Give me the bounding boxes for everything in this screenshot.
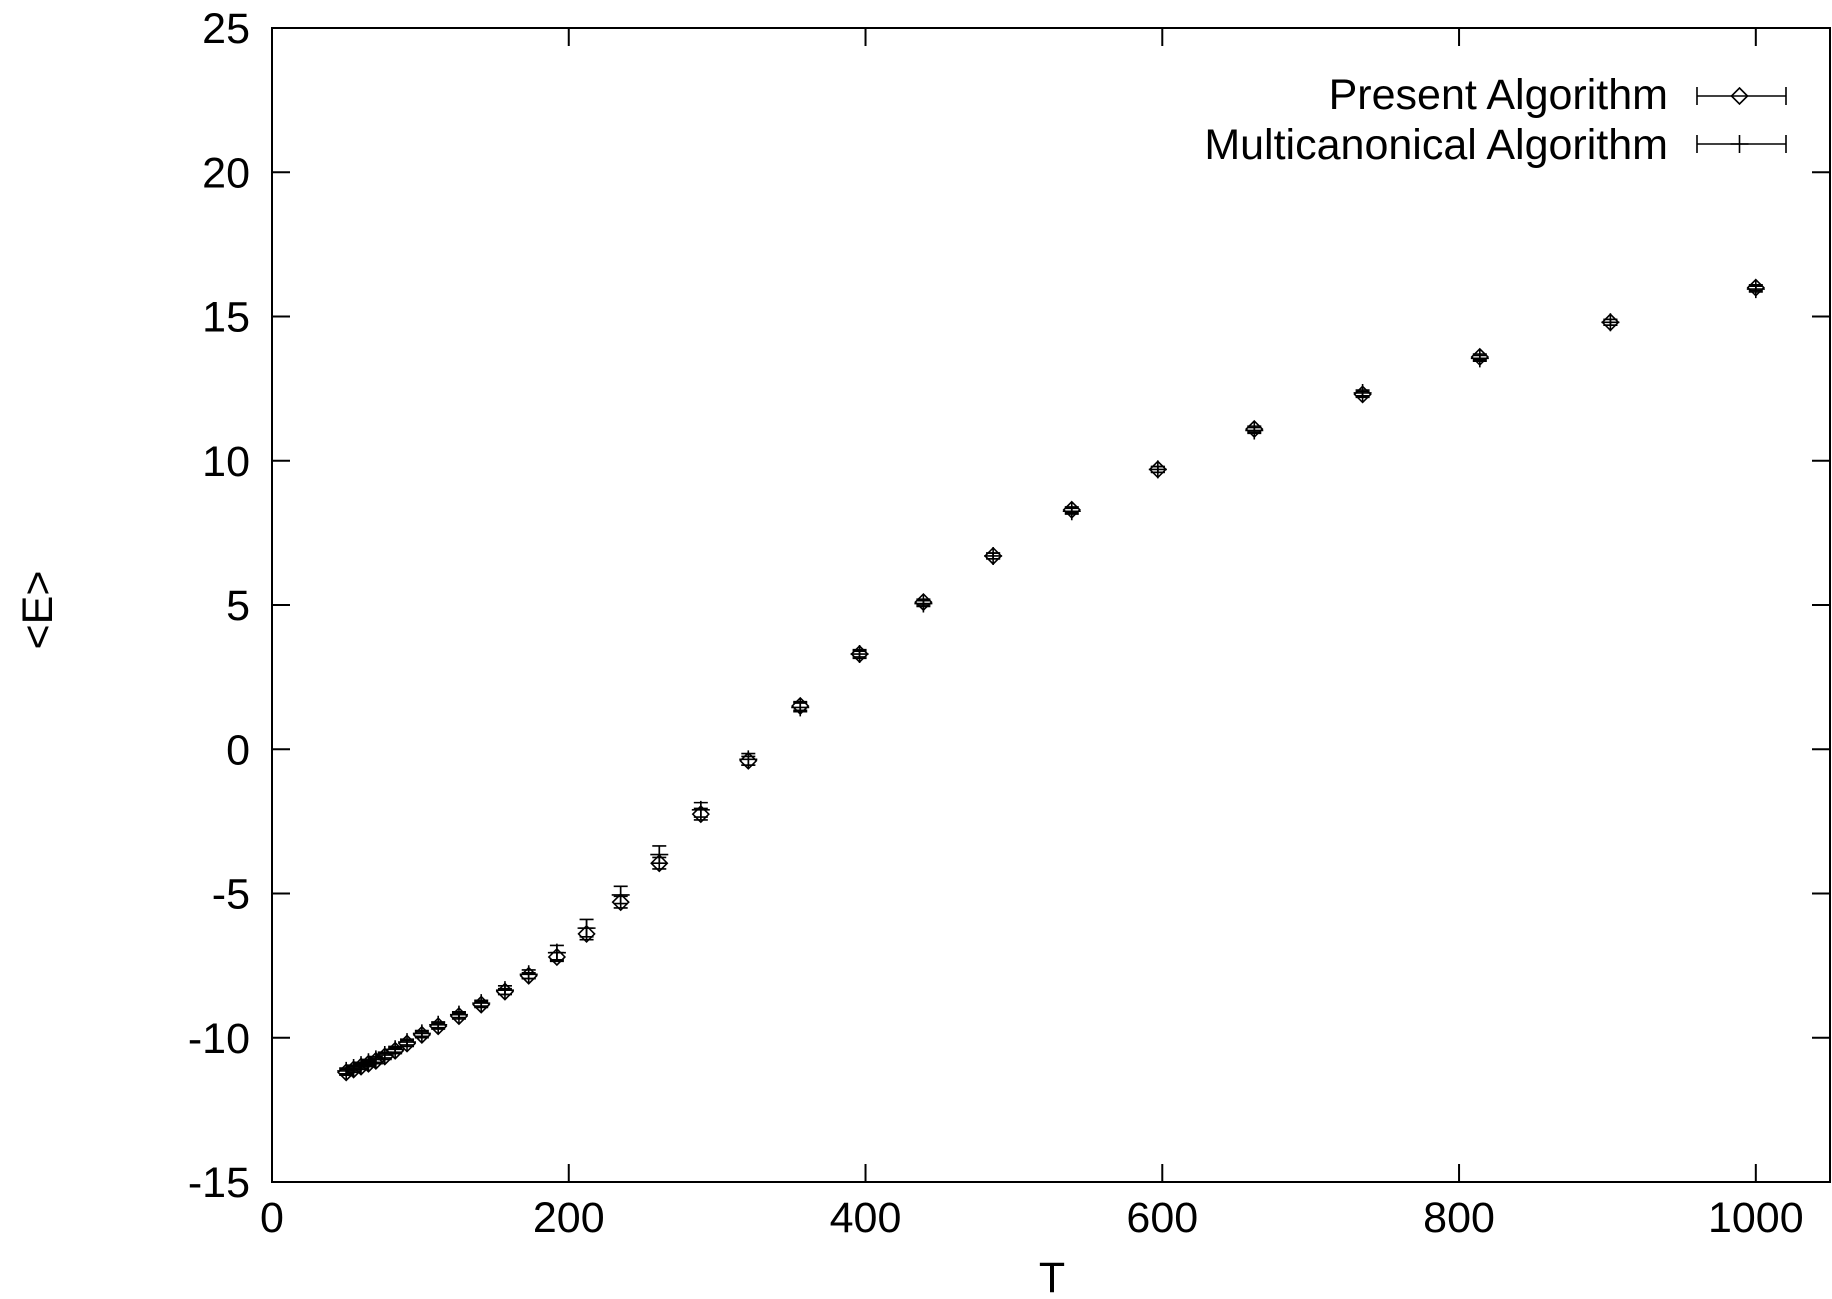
data-point-present-algorithm: [519, 966, 538, 985]
data-point-multicanonical-algorithm: [344, 1059, 363, 1078]
y-tick-label: -15: [188, 1159, 250, 1207]
y-tick-label: 15: [202, 294, 250, 342]
y-axis-label: <E>: [14, 571, 62, 650]
data-point-multicanonical-algorithm: [739, 750, 758, 769]
data-point-present-algorithm: [739, 751, 758, 770]
data-point-multicanonical-algorithm: [412, 1024, 431, 1043]
x-axis-label: T: [1039, 1254, 1065, 1299]
data-point-multicanonical-algorithm: [1245, 421, 1264, 440]
data-point-multicanonical-algorithm: [429, 1015, 448, 1034]
data-point-multicanonical-algorithm: [359, 1053, 378, 1072]
data-point-present-algorithm: [547, 947, 567, 967]
data-point-multicanonical-algorithm: [850, 645, 869, 664]
data-point-present-algorithm: [366, 1051, 385, 1070]
data-point-multicanonical-algorithm: [375, 1046, 394, 1065]
data-point-present-algorithm: [611, 893, 630, 912]
plot-area: [271, 27, 1831, 1183]
error-bars: [339, 283, 1763, 1077]
data-point-multicanonical-algorithm: [1470, 349, 1489, 368]
axis-tick-labels: 0 200 400 600 800 1000 -15 -10 -5 0 5 10 15 20 25: [188, 5, 1804, 1242]
y-tick-label: 20: [202, 149, 250, 197]
data-point-present-algorithm: [412, 1025, 431, 1044]
axis-ticks: [271, 27, 1830, 1183]
data-point-present-algorithm: [359, 1054, 378, 1073]
data-point-present-algorithm: [429, 1017, 448, 1036]
data-point-present-algorithm: [472, 995, 491, 1014]
legend-label-present-algorithm: Present Algorithm: [1329, 71, 1668, 119]
plot-frame: [271, 27, 1831, 1183]
data-points: [337, 278, 1765, 1082]
data-point-multicanonical-algorithm: [1746, 280, 1765, 299]
y-tick-label: -10: [188, 1015, 250, 1063]
data-point-multicanonical-algorithm: [449, 1005, 468, 1024]
y-tick-label: -5: [212, 871, 250, 919]
data-point-present-algorithm: [449, 1006, 469, 1026]
y-tick-label: 25: [202, 5, 250, 53]
legend-plus-marker: [1730, 135, 1749, 153]
data-point-present-algorithm: [691, 805, 710, 824]
data-point-multicanonical-algorithm: [611, 885, 630, 904]
data-point-multicanonical-algorithm: [1062, 502, 1081, 521]
data-point-multicanonical-algorithm: [691, 800, 710, 819]
data-point-multicanonical-algorithm: [547, 943, 566, 962]
data-point-multicanonical-algorithm: [337, 1061, 356, 1080]
legend-entry-present-algorithm: Present Algorithm: [1329, 71, 1787, 119]
x-tick-label: 400: [830, 1194, 902, 1242]
x-tick-label: 0: [260, 1194, 284, 1242]
data-point-multicanonical-algorithm: [577, 919, 596, 938]
data-point-multicanonical-algorithm: [791, 698, 810, 717]
y-tick-label: 10: [202, 438, 250, 486]
legend-marker-multicanonical-algorithm: [1696, 135, 1787, 153]
x-tick-label: 200: [533, 1194, 605, 1242]
legend-line: [1696, 87, 1787, 105]
data-point-multicanonical-algorithm: [386, 1040, 405, 1059]
data-point-present-algorithm: [495, 982, 515, 1001]
data-point-multicanonical-algorithm: [398, 1033, 417, 1052]
data-point-multicanonical-algorithm: [984, 546, 1003, 565]
y-tick-label: 0: [226, 726, 250, 774]
data-point-present-algorithm: [577, 924, 596, 944]
data-point-present-algorithm: [344, 1060, 363, 1079]
data-point-present-algorithm: [397, 1034, 417, 1053]
data-point-present-algorithm: [351, 1057, 371, 1076]
data-point-present-algorithm: [650, 854, 669, 873]
data-point-multicanonical-algorithm: [352, 1056, 371, 1075]
legend-marker-present-algorithm: [1696, 86, 1787, 106]
legend-label-multicanonical-algorithm: Multicanonical Algorithm: [1204, 121, 1668, 169]
data-point-multicanonical-algorithm: [650, 845, 669, 864]
y-tick-label: 5: [226, 582, 250, 630]
data-point-multicanonical-algorithm: [1353, 383, 1372, 402]
data-point-present-algorithm: [386, 1041, 405, 1060]
data-point-multicanonical-algorithm: [1601, 313, 1620, 332]
data-point-multicanonical-algorithm: [495, 981, 514, 1000]
legend-entry-multicanonical-algorithm: Multicanonical Algorithm: [1204, 121, 1787, 169]
x-tick-label: 800: [1423, 1194, 1495, 1242]
data-point-multicanonical-algorithm: [366, 1050, 385, 1069]
data-point-present-algorithm: [1353, 385, 1372, 404]
data-point-multicanonical-algorithm: [1148, 460, 1167, 479]
legend-diamond-marker: [1730, 86, 1749, 106]
data-point-multicanonical-algorithm: [519, 965, 538, 984]
data-point-multicanonical-algorithm: [914, 594, 933, 613]
data-point-multicanonical-algorithm: [472, 994, 491, 1013]
x-tick-label: 1000: [1708, 1194, 1804, 1242]
data-point-present-algorithm: [337, 1063, 356, 1082]
legend: Present Algorithm Multicanonical Algorit…: [1204, 71, 1787, 169]
x-tick-label: 600: [1126, 1194, 1198, 1242]
